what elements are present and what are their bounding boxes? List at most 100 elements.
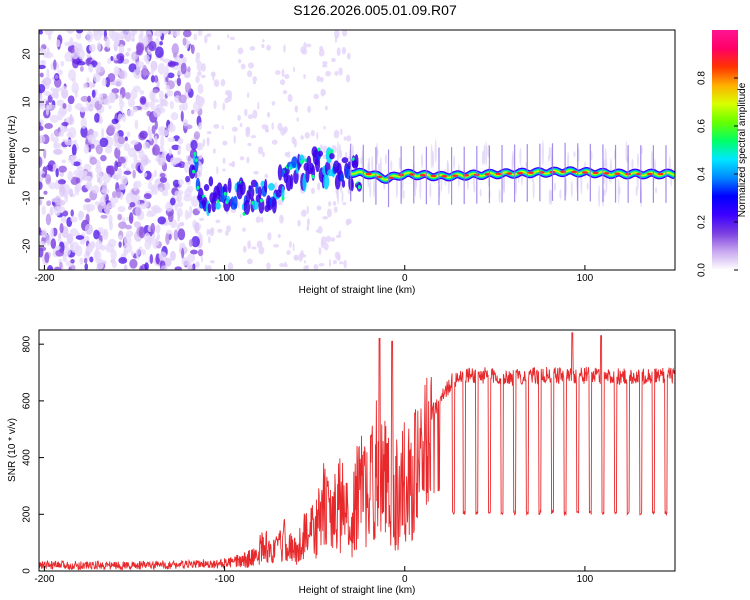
colorbar: 0.0 0.2 0.4 0.6 0.8 Normalized spectral ampl… — [697, 30, 748, 277]
noise-blob — [212, 72, 215, 81]
noise-blob — [45, 233, 51, 244]
noise-blob — [222, 157, 226, 164]
noise-blob — [306, 205, 309, 215]
noise-blob — [60, 214, 67, 224]
noise-blob — [39, 135, 46, 144]
noise-blob — [126, 131, 131, 137]
signal-blob — [311, 174, 315, 179]
noise-blob — [96, 171, 103, 180]
noise-blob — [292, 243, 295, 252]
noise-blob — [86, 30, 94, 43]
noise-blob — [150, 222, 156, 235]
noise-blob — [319, 144, 323, 151]
noise-blob — [335, 234, 342, 238]
noise-blob — [49, 114, 59, 123]
noise-blob — [102, 228, 109, 241]
noise-blob — [117, 183, 127, 191]
noise-blob — [196, 96, 205, 107]
noise-blob — [107, 57, 112, 64]
noise-blob — [197, 249, 204, 257]
noise-blob — [320, 88, 325, 97]
noise-blob — [153, 107, 162, 118]
snr-y-ticks: 0 200 400 600 800 — [22, 335, 44, 574]
noise-blob — [187, 66, 191, 73]
noise-blob — [343, 259, 347, 269]
noise-blob — [143, 141, 150, 150]
noise-blob — [215, 219, 221, 224]
noise-blob — [331, 57, 336, 63]
noise-blob — [55, 39, 61, 48]
spectrogram-y-tick-label: -20 — [22, 238, 33, 253]
noise-blob — [88, 81, 93, 89]
noise-blob — [123, 143, 131, 152]
noise-blob — [286, 250, 291, 256]
snr-panel: -200 -100 0 100 0 200 400 600 800 Height of str… — [7, 329, 676, 596]
noise-blob — [54, 74, 59, 80]
noise-blob — [185, 143, 192, 152]
noise-blob — [124, 136, 128, 142]
noise-streak — [368, 157, 371, 174]
noise-blob — [76, 61, 86, 66]
noise-blob — [294, 105, 299, 113]
noise-blob — [182, 30, 192, 38]
noise-blob — [158, 128, 164, 136]
noise-blob — [164, 257, 172, 267]
noise-blob — [153, 75, 159, 83]
noise-blob — [131, 187, 140, 195]
noise-streak — [617, 178, 620, 204]
noise-blob — [322, 215, 329, 220]
noise-blob — [69, 228, 79, 237]
noise-blob — [302, 49, 308, 55]
spectrogram-y-label: Frequency (Hz) — [7, 116, 18, 185]
noise-blob — [154, 224, 161, 234]
noise-blob — [300, 209, 307, 217]
noise-blob — [77, 211, 85, 219]
noise-blob — [118, 44, 125, 55]
noise-blob — [221, 125, 224, 130]
noise-blob — [284, 264, 288, 268]
noise-blob — [133, 221, 142, 228]
noise-blob — [126, 109, 135, 117]
noise-blob — [296, 117, 299, 122]
colorbar-tick-label: 0.0 — [697, 263, 708, 277]
noise-blob — [231, 126, 238, 132]
noise-blob — [343, 136, 347, 141]
noise-blob — [193, 131, 201, 140]
noise-blob — [217, 45, 221, 51]
snr-x-tick-label: -100 — [215, 574, 235, 585]
noise-blob — [197, 83, 204, 95]
noise-blob — [177, 228, 186, 241]
noise-blob — [109, 196, 119, 204]
noise-blob — [116, 53, 125, 61]
noise-blob — [346, 52, 351, 60]
noise-blob — [237, 114, 241, 121]
signal-blob — [193, 151, 197, 156]
noise-blob — [139, 90, 145, 95]
noise-blob — [73, 169, 82, 177]
noise-blob — [43, 148, 47, 159]
noise-blob — [84, 182, 92, 189]
noise-blob — [174, 266, 182, 270]
noise-blob — [193, 33, 198, 41]
noise-blob — [164, 30, 170, 34]
noise-blob — [50, 87, 56, 92]
noise-blob — [161, 58, 171, 63]
noise-blob — [237, 47, 244, 55]
noise-blob — [274, 70, 281, 76]
snr-y-tick-label: 0 — [22, 568, 33, 574]
noise-blob — [99, 115, 103, 124]
noise-blob — [119, 94, 123, 104]
noise-blob — [50, 92, 59, 98]
noise-blob — [108, 214, 113, 226]
signal-peak — [495, 172, 502, 176]
noise-blob — [204, 264, 208, 270]
signal-blob — [196, 185, 200, 190]
noise-blob — [58, 232, 62, 239]
noise-blob — [163, 100, 169, 107]
noise-blob — [148, 129, 153, 142]
noise-blob — [267, 232, 272, 241]
noise-blob — [146, 110, 152, 117]
noise-blob — [239, 156, 245, 161]
noise-blob — [67, 69, 77, 81]
noise-blob — [174, 190, 180, 198]
